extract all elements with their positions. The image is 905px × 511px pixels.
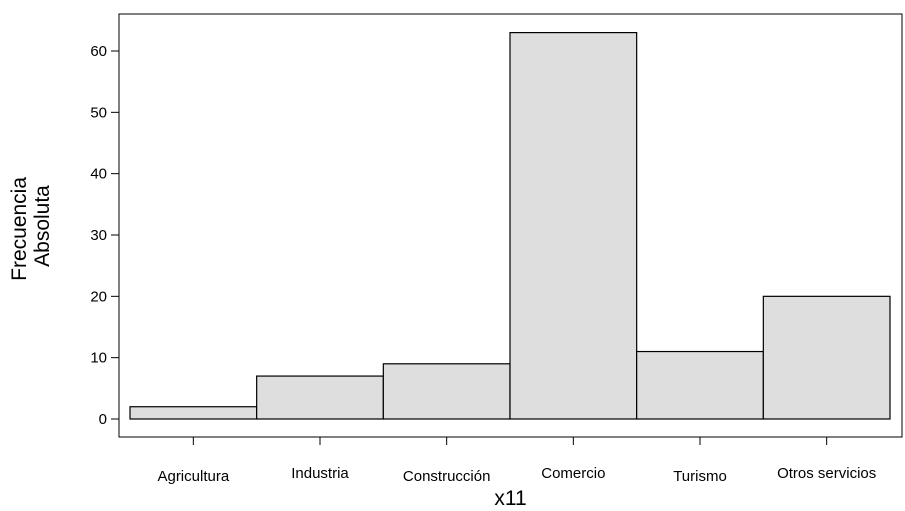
bar-turismo (636, 350, 764, 420)
y-axis-title-line-2: Absoluta (31, 185, 54, 267)
y-tick-label: 10 (90, 350, 107, 367)
bar-agricultura (129, 406, 258, 420)
x-tick-label: Turismo (673, 468, 727, 485)
y-tick-label: 40 (90, 166, 107, 183)
y-axis-title-line-1: Frecuencia (8, 177, 31, 281)
bar-comercio (509, 31, 638, 420)
y-axis: 0 10 20 30 40 50 60 (90, 43, 119, 428)
x-tick-label: Construcción (403, 468, 491, 485)
x-tick-label: Agricultura (157, 468, 229, 485)
y-tick-label: 30 (90, 227, 107, 244)
bar-industria (256, 375, 384, 420)
bars-group (129, 31, 891, 420)
x-tick-label: Otros servicios (777, 465, 876, 482)
x-axis: Agricultura Industria Construcción Comercio… (157, 437, 876, 485)
y-tick-label: 0 (99, 411, 107, 428)
y-axis-title: Frecuencia Absoluta (8, 171, 54, 281)
x-tick-label: Comercio (541, 465, 605, 482)
y-tick-label: 60 (90, 43, 107, 60)
x-tick-label: Industria (291, 465, 349, 482)
x-axis-title: x11 (494, 487, 526, 510)
bar-otros-servicios (762, 295, 891, 420)
plot-frame (118, 13, 903, 438)
y-tick-label: 20 (90, 288, 107, 305)
y-tick-label: 50 (90, 104, 107, 121)
bar-construcci-n (382, 363, 511, 420)
